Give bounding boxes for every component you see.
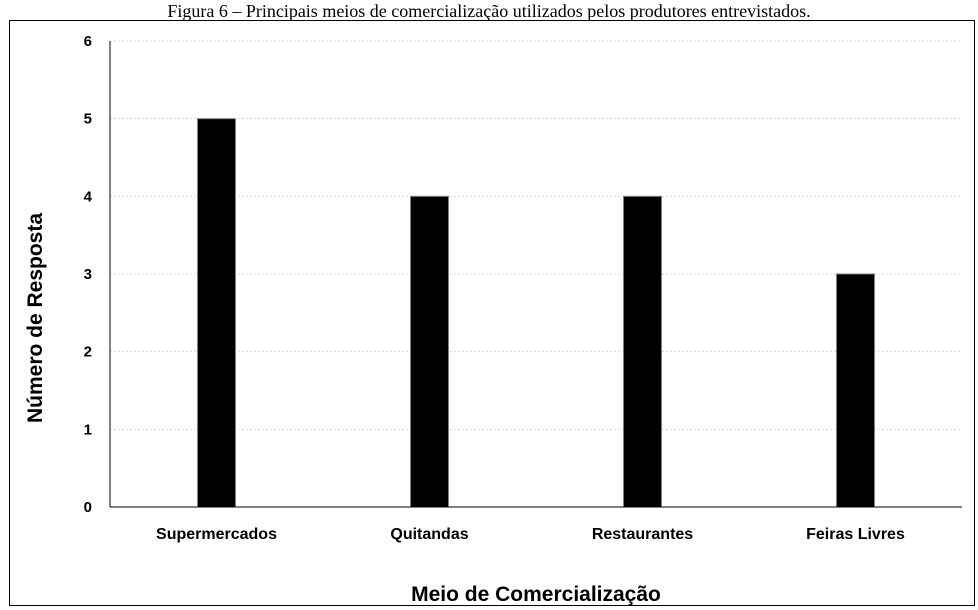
x-tick-labels: Supermercados Quitandas Restaurantes Feiras… (156, 526, 905, 543)
bar-quitandas (410, 195, 449, 508)
y-tick-labels: 0 1 2 3 4 5 6 (84, 33, 93, 516)
axes (109, 41, 962, 508)
x-tick-label: Restaurantes (592, 526, 693, 543)
y-tick-label: 5 (84, 111, 92, 128)
y-tick-label: 6 (84, 33, 92, 50)
y-tick-label: 0 (84, 499, 92, 516)
gridlines (110, 40, 962, 430)
figure-caption: Figura 6 – Principais meios de comercial… (167, 1, 811, 21)
y-tick-label: 2 (84, 344, 92, 361)
bars (197, 118, 875, 508)
bar-restaurantes (623, 195, 662, 508)
bar-supermercados (197, 118, 236, 508)
y-tick-label: 3 (84, 266, 92, 283)
x-tick-label: Quitandas (390, 526, 468, 543)
y-axis-title: Número de Resposta (24, 213, 47, 423)
x-tick-label: Supermercados (156, 526, 277, 543)
bar-feiras-livres (836, 273, 875, 508)
x-axis-title: Meio de Comercialização (411, 583, 661, 606)
y-tick-label: 4 (84, 188, 93, 205)
x-tick-label: Feiras Livres (806, 526, 905, 543)
chart-frame (9, 20, 975, 606)
y-tick-label: 1 (84, 421, 92, 438)
